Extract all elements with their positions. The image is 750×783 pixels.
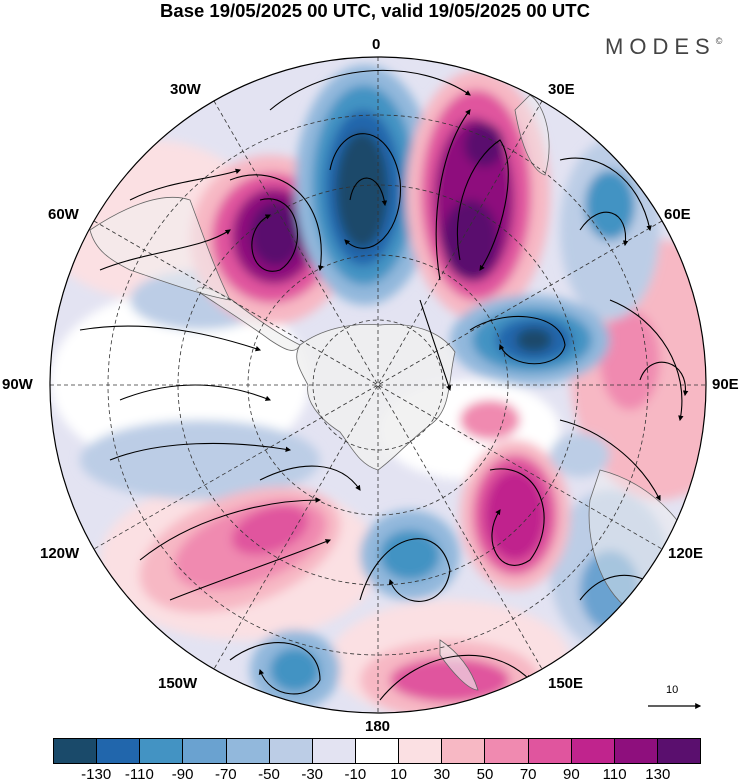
- colorbar-tick-label: -130: [81, 766, 112, 783]
- lon-label-150w: 150W: [158, 675, 198, 692]
- brand-name: MODES: [605, 34, 716, 59]
- colorbar-swatch-3: [183, 739, 227, 763]
- colorbar-swatch-1: [97, 739, 141, 763]
- colorbar-swatch-4: [226, 739, 270, 763]
- streamlines: [79, 69, 689, 701]
- graticule: [50, 57, 706, 713]
- map-boundary: [49, 56, 707, 714]
- colorbar-tick-label: 50: [476, 766, 494, 783]
- colorbar-tick-label: 110: [602, 766, 627, 783]
- brand-logo: MODES©: [605, 34, 722, 60]
- colorbar-swatch-11: [528, 739, 572, 763]
- lon-label-180: 180: [365, 718, 391, 735]
- colorbar-tick-label: 130: [645, 766, 671, 783]
- lon-label-120e: 120E: [668, 545, 704, 562]
- lon-label-30w: 30W: [170, 81, 201, 98]
- colorbar-tick-label: -70: [214, 766, 237, 783]
- colorbar-tick-label: -10: [344, 766, 367, 783]
- map-title: Base 19/05/2025 00 UTC, valid 19/05/2025…: [160, 0, 590, 21]
- lon-label-90e: 90E: [712, 376, 739, 393]
- colorbar: [53, 738, 701, 764]
- lon-label-90w: 90W: [2, 376, 33, 393]
- colorbar-swatch-2: [140, 739, 184, 763]
- lon-label-150e: 150E: [548, 675, 584, 692]
- colorbar-tick-label: -50: [258, 766, 280, 783]
- colorbar-swatch-7: [355, 739, 400, 763]
- polar-map: [49, 56, 707, 714]
- colorbar-tick-label: 10: [390, 766, 407, 783]
- colorbar-swatch-14: [657, 739, 701, 763]
- lon-label-30e: 30E: [548, 81, 575, 98]
- antarctica-land: [296, 324, 456, 471]
- reference-vector-value: 10: [666, 684, 679, 696]
- brand-mark: ©: [715, 36, 723, 46]
- colorbar-swatch-12: [571, 739, 615, 763]
- colorbar-swatch-5: [269, 739, 313, 763]
- colorbar-tick-label: -110: [124, 766, 154, 783]
- new-zealand: [439, 639, 479, 691]
- colorbar-swatch-13: [614, 739, 658, 763]
- africa: [514, 94, 550, 176]
- colorbar-tick-label: -90: [171, 766, 194, 783]
- south-america: [89, 196, 231, 301]
- colorbar-swatch-10: [485, 739, 529, 763]
- colorbar-swatch-9: [442, 739, 486, 763]
- colorbar-swatch-6: [312, 739, 356, 763]
- lon-label-120w: 120W: [40, 545, 80, 562]
- colorbar-tick-label: 30: [433, 766, 451, 783]
- lon-label-60w: 60W: [48, 206, 79, 223]
- lon-label-0: 0: [372, 36, 381, 53]
- lon-label-60e: 60E: [664, 206, 691, 223]
- colorbar-swatch-8: [399, 739, 443, 763]
- colorbar-tick-label: -30: [301, 766, 324, 783]
- colorbar-swatch-0: [54, 739, 98, 763]
- colorbar-tick-label: 70: [519, 766, 537, 783]
- colorbar-tick-label: 90: [563, 766, 580, 783]
